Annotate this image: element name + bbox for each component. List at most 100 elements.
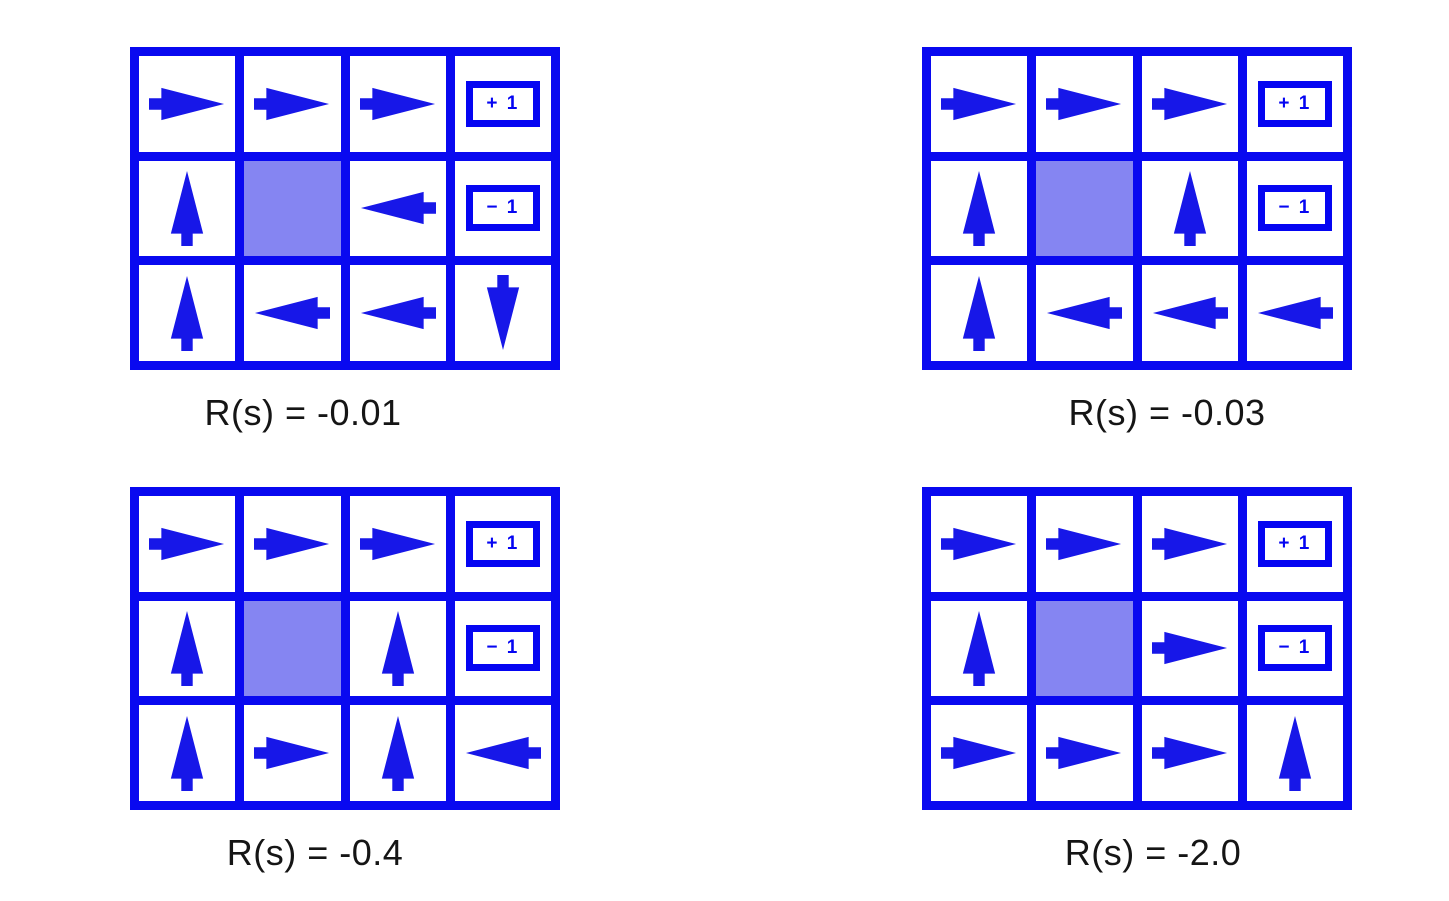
up-arrow-icon (1276, 715, 1314, 792)
plus-one-badge: + 1 (1257, 80, 1332, 127)
minus-one-badge: − 1 (465, 625, 540, 672)
terminal-cell-minus-one: − 1 (1246, 160, 1343, 257)
gridworld-policy-r-minus-2-0: + 1 − 1 (922, 487, 1352, 810)
terminal-cell-plus-one: + 1 (454, 56, 551, 152)
right-arrow-icon (254, 734, 330, 772)
right-arrow-icon (941, 85, 1017, 123)
policy-cell (1141, 496, 1238, 592)
right-arrow-icon (1151, 525, 1228, 563)
right-arrow-icon (1046, 85, 1122, 123)
terminal-cell-minus-one: − 1 (454, 160, 551, 257)
policy-figure-r-minus-0-4: + 1 − 1 R(s) = -0.4 (130, 487, 560, 874)
right-arrow-icon (1151, 734, 1228, 772)
right-arrow-icon (941, 525, 1017, 563)
policy-cell (1141, 705, 1238, 801)
left-arrow-icon (360, 189, 436, 227)
policy-cell (244, 265, 341, 361)
policy-cell (244, 56, 341, 152)
policy-figure-r-minus-0-01: + 1 − 1 R(s) = -0.01 (130, 47, 560, 434)
up-arrow-icon (960, 275, 998, 352)
left-arrow-icon (1152, 294, 1228, 332)
policy-cell (1141, 265, 1238, 361)
up-arrow-icon (379, 715, 417, 792)
reward-caption: R(s) = -0.03 (1068, 392, 1266, 433)
right-arrow-icon (359, 85, 436, 123)
policy-cell (139, 56, 236, 152)
terminal-cell-plus-one: + 1 (1246, 496, 1343, 592)
right-arrow-icon (149, 85, 225, 123)
reward-caption: R(s) = -0.01 (204, 392, 402, 433)
blocked-cell (244, 160, 341, 257)
minus-one-badge: − 1 (1257, 185, 1332, 232)
minus-one-badge: − 1 (1257, 625, 1332, 672)
right-arrow-icon (254, 525, 330, 563)
policy-cell (931, 160, 1028, 257)
policy-cell (1246, 265, 1343, 361)
up-arrow-icon (960, 610, 998, 687)
policy-cell (454, 265, 551, 361)
left-arrow-icon (360, 294, 436, 332)
right-arrow-icon (254, 85, 330, 123)
gridworld-policy-r-minus-0-01: + 1 − 1 (130, 47, 560, 370)
right-arrow-icon (1046, 734, 1122, 772)
up-arrow-icon (168, 715, 206, 792)
up-arrow-icon (168, 170, 206, 247)
policy-cell (1141, 160, 1238, 257)
left-arrow-icon (1046, 294, 1123, 332)
policy-cell (139, 705, 236, 801)
policy-cell (349, 705, 446, 801)
right-arrow-icon (941, 734, 1017, 772)
policy-cell (349, 265, 446, 361)
blocked-cell (1036, 600, 1133, 697)
policy-cell (931, 265, 1028, 361)
policy-cell (349, 496, 446, 592)
policy-figure-r-minus-0-03: + 1 − 1 R(s) = -0.03 (922, 47, 1352, 434)
policy-cell (244, 705, 341, 801)
left-arrow-icon (254, 294, 331, 332)
right-arrow-icon (1046, 525, 1122, 563)
terminal-cell-minus-one: − 1 (1246, 600, 1343, 697)
plus-one-badge: + 1 (1257, 520, 1332, 567)
policy-cell (931, 56, 1028, 152)
policy-cell (931, 600, 1028, 697)
policy-cell (349, 160, 446, 257)
up-arrow-icon (1171, 170, 1209, 247)
policy-cell (1036, 56, 1133, 152)
terminal-cell-minus-one: − 1 (454, 600, 551, 697)
policy-cell (1141, 56, 1238, 152)
reward-caption: R(s) = -0.4 (226, 832, 404, 873)
gridworld-policy-r-minus-0-4: + 1 − 1 (130, 487, 560, 810)
up-arrow-icon (168, 275, 206, 352)
plus-one-badge: + 1 (465, 80, 540, 127)
policy-cell (1036, 705, 1133, 801)
terminal-cell-plus-one: + 1 (1246, 56, 1343, 152)
right-arrow-icon (1151, 629, 1228, 667)
blocked-cell (1036, 160, 1133, 257)
policy-cell (349, 600, 446, 697)
policy-cell (1036, 265, 1133, 361)
policy-cell (139, 265, 236, 361)
minus-one-badge: − 1 (465, 185, 540, 232)
blocked-cell (244, 600, 341, 697)
right-arrow-icon (1151, 85, 1228, 123)
reward-caption: R(s) = -2.0 (1064, 832, 1242, 873)
policy-cell (139, 600, 236, 697)
policy-cell (931, 705, 1028, 801)
policy-figure-r-minus-2-0: + 1 − 1 R(s) = -2.0 (922, 487, 1352, 874)
up-arrow-icon (960, 170, 998, 247)
policy-cell (931, 496, 1028, 592)
policy-cell (139, 496, 236, 592)
policy-cell (1036, 496, 1133, 592)
terminal-cell-plus-one: + 1 (454, 496, 551, 592)
plus-one-badge: + 1 (465, 520, 540, 567)
up-arrow-icon (168, 610, 206, 687)
policy-cell (139, 160, 236, 257)
left-arrow-icon (465, 734, 541, 772)
right-arrow-icon (149, 525, 225, 563)
policy-cell (1141, 600, 1238, 697)
policy-cell (349, 56, 446, 152)
left-arrow-icon (1257, 294, 1333, 332)
policy-cell (1246, 705, 1343, 801)
down-arrow-icon (484, 275, 522, 351)
policy-cell (244, 496, 341, 592)
